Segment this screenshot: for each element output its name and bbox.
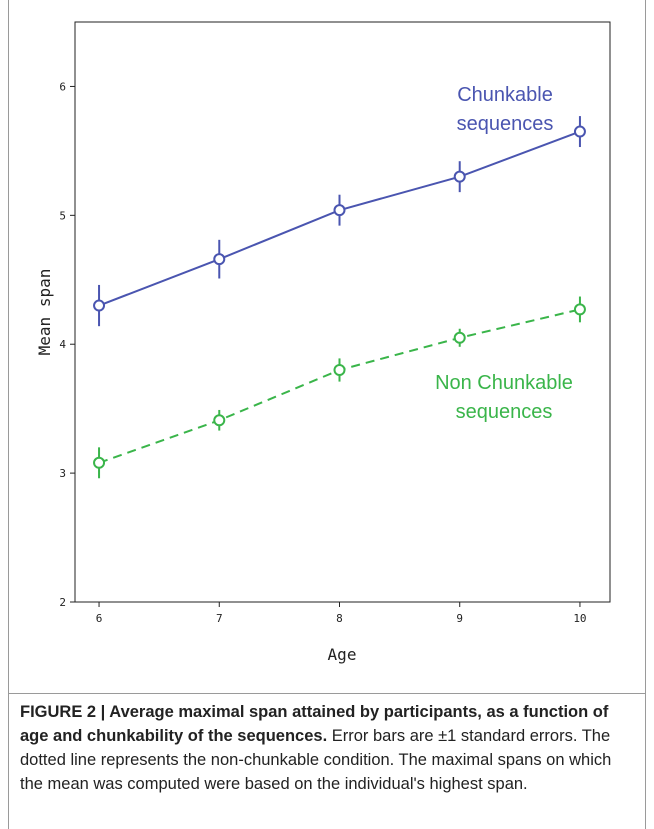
series-chunkable: Chunkable sequences (93, 84, 586, 327)
plot-area (74, 21, 611, 603)
caption-divider (9, 693, 645, 694)
data-point (93, 456, 106, 469)
figure-frame (8, 0, 646, 829)
series-label: sequences (457, 113, 554, 135)
series-label: Chunkable (457, 84, 553, 106)
x-tick-label: 7 (216, 612, 223, 625)
data-point (93, 299, 106, 312)
figure-caption: FIGURE 2 | Average maximal span attained… (20, 700, 632, 796)
line-chart: 2 3 4 5 6 6 7 8 9 10 Mean span Age Chunkable sequ… (35, 21, 611, 664)
y-tick-label: 4 (59, 338, 66, 351)
caption-title: FIGURE 2 | Average maximal span attained… (20, 703, 609, 745)
x-tick-label: 8 (336, 612, 343, 625)
data-point (213, 414, 226, 427)
series-layer: Chunkable sequences Non Chunkable sequences (93, 84, 586, 479)
series-label: Non Chunkable (435, 372, 573, 394)
y-tick-label: 2 (59, 596, 66, 609)
data-point (213, 253, 226, 266)
y-axis: 2 3 4 5 6 (59, 80, 75, 609)
series-label: sequences (456, 401, 553, 423)
x-tick-label: 9 (456, 612, 463, 625)
data-point (453, 170, 466, 183)
x-axis-title: Age (328, 645, 357, 664)
data-point (573, 303, 586, 316)
data-point (333, 364, 346, 376)
y-tick-label: 5 (59, 209, 66, 222)
caption-body: Error bars are ±1 standard errors. The d… (20, 727, 612, 793)
y-tick-label: 3 (59, 467, 66, 480)
data-point (573, 125, 586, 138)
y-axis-title: Mean span (35, 269, 54, 356)
x-tick-label: 10 (573, 612, 586, 625)
x-tick-label: 6 (96, 612, 103, 625)
y-tick-label: 6 (59, 80, 66, 93)
x-axis: 6 7 8 9 10 (96, 602, 587, 625)
data-point (333, 204, 346, 217)
series-non-chunkable: Non Chunkable sequences (93, 296, 586, 479)
data-point (453, 331, 466, 344)
